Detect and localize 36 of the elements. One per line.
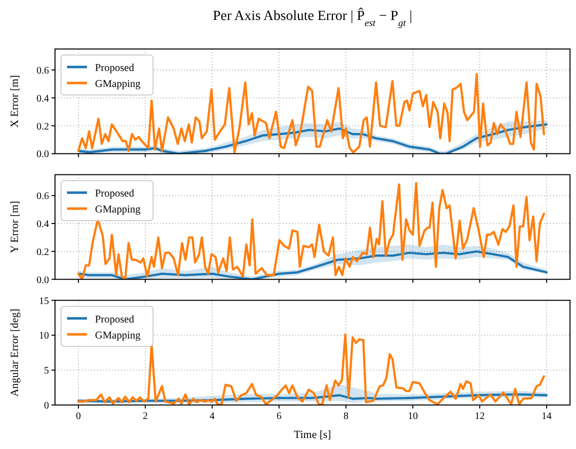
legend-label: GMapping [95,204,142,216]
line-series [77,73,546,154]
legend-label: GMapping [95,79,142,90]
y-axis-title: X Error [m] [9,75,21,128]
x-tick-label: 12 [474,411,485,422]
y-tick-label: 0 [44,400,49,412]
y-tick-label: 0.4 [36,93,49,104]
y-tick-label: 0.6 [36,191,49,202]
y-tick-label: 15 [39,296,49,307]
y-tick-label: 10 [39,330,49,342]
x-tick-label: 6 [276,411,282,422]
legend-label: Proposed [95,63,135,74]
y-tick-label: 0.2 [36,121,49,132]
y-tick-label: 0.0 [36,274,49,286]
y-axis-title: Y Error [m] [9,200,21,254]
x-axis-title: Time [s] [294,429,332,441]
y-tick-label: 0.6 [36,65,49,76]
chart-title: Per Axis Absolute Error | P̂$_{est}$ − P$_{gt}$ | [212,7,412,28]
line-series [77,333,546,405]
x-tick-label: 14 [542,411,552,422]
line-series [77,250,548,280]
y-tick-label: 5 [44,366,49,377]
x-tick-label: 10 [408,411,418,422]
x-tick-label: 0 [76,411,81,422]
legend-label: GMapping [95,330,142,342]
legend-label: Proposed [95,188,135,200]
line-series [77,182,546,280]
y-tick-label: 0.2 [36,246,49,258]
legend-label: Proposed [95,314,135,326]
x-tick-label: 2 [142,411,148,422]
line-series [77,393,548,403]
x-tick-label: 4 [210,411,215,422]
y-axis-title: Angular Error [deg] [9,308,21,397]
y-tick-label: 0.0 [36,149,49,160]
x-tick-label: 8 [343,411,348,422]
y-tick-label: 0.4 [36,219,49,230]
